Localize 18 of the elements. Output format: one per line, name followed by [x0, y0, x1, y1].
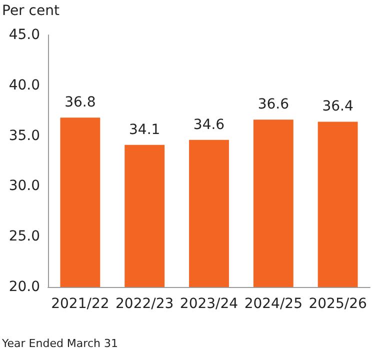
y-axis-title: Per cent — [2, 3, 60, 19]
y-tick-label: 30.0 — [8, 178, 40, 194]
x-tick-label: 2022/23 — [116, 296, 174, 312]
y-tick-label: 25.0 — [8, 228, 40, 245]
data-label: 34.1 — [129, 122, 160, 138]
x-tick-label: 2021/22 — [51, 296, 110, 312]
data-label: 34.6 — [193, 116, 225, 133]
y-tick-label: 20.0 — [8, 279, 40, 295]
x-tick-label: 2024/25 — [244, 296, 302, 312]
data-label: 36.4 — [322, 98, 354, 115]
y-tick-label: 40.0 — [8, 77, 40, 94]
x-axis-title: Year Ended March 31 — [1, 337, 118, 350]
y-tick-label: 35.0 — [8, 128, 40, 144]
x-tick-label: 2025/26 — [308, 296, 367, 312]
data-label: 36.6 — [258, 96, 290, 113]
y-tick-label: 45.0 — [8, 27, 40, 43]
data-label: 36.8 — [64, 94, 96, 111]
x-tick-label: 2023/24 — [180, 296, 238, 312]
